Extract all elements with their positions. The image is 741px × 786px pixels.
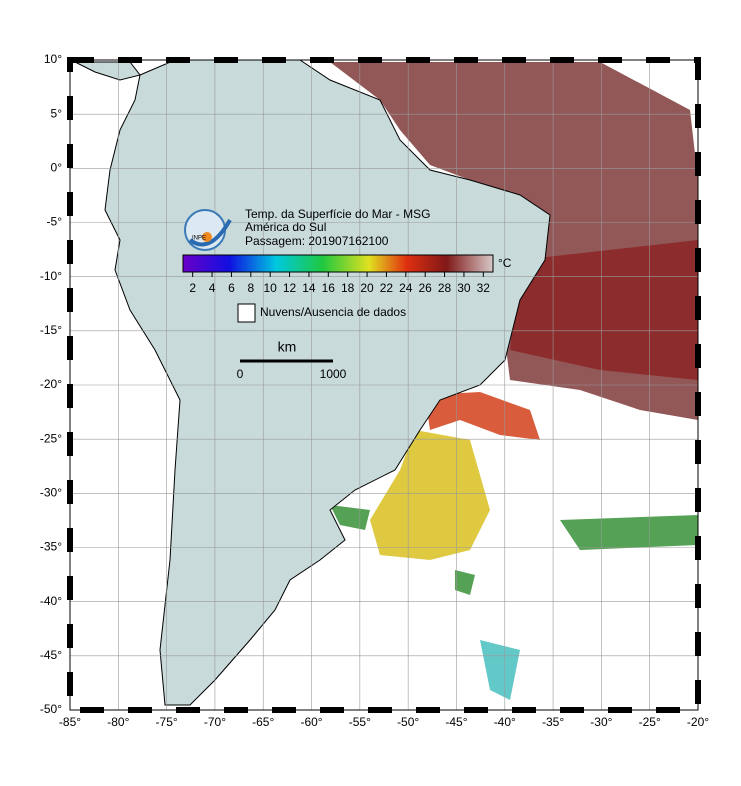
scale-start: 0 bbox=[237, 367, 244, 381]
title-line: Temp. da Superfície do Mar - MSG bbox=[245, 207, 430, 221]
colorbar-tick-label: 18 bbox=[341, 281, 355, 295]
colorbar-tick-label: 6 bbox=[228, 281, 235, 295]
lon-tick-label: -85° bbox=[59, 715, 81, 729]
lon-tick-label: -45° bbox=[445, 715, 467, 729]
lon-tick-label: -25° bbox=[639, 715, 661, 729]
lon-tick-label: -50° bbox=[397, 715, 419, 729]
title-line: Passagem: 201907162100 bbox=[245, 234, 389, 248]
colorbar-tick-label: 8 bbox=[247, 281, 254, 295]
lat-tick-label: -30° bbox=[40, 486, 62, 500]
central-america bbox=[74, 61, 141, 81]
colorbar bbox=[182, 254, 494, 273]
lat-tick-label: -5° bbox=[47, 215, 63, 229]
scale-end: 1000 bbox=[320, 367, 347, 381]
sst-cyan bbox=[480, 640, 520, 700]
colorbar-tick-label: 32 bbox=[477, 281, 491, 295]
map-border bbox=[69, 59, 699, 711]
colorbar-tick-label: 12 bbox=[283, 281, 297, 295]
lat-tick-label: 0° bbox=[51, 161, 63, 175]
title-line: América do Sul bbox=[245, 220, 326, 234]
lat-tick-label: -25° bbox=[40, 431, 62, 445]
colorbar-tick-label: 26 bbox=[419, 281, 433, 295]
sst-yellow bbox=[370, 430, 490, 560]
legend-label: Nuvens/Ausencia de dados bbox=[260, 305, 406, 319]
lon-tick-label: -75° bbox=[156, 715, 178, 729]
lon-tick-label: -35° bbox=[542, 715, 564, 729]
lon-tick-label: -70° bbox=[204, 715, 226, 729]
colorbar-tick-label: 28 bbox=[438, 281, 452, 295]
lon-tick-label: -60° bbox=[300, 715, 322, 729]
colorbar-tick-label: 10 bbox=[264, 281, 278, 295]
lon-tick-label: -30° bbox=[590, 715, 612, 729]
colorbar-unit: °C bbox=[498, 256, 512, 270]
colorbar-tick-label: 4 bbox=[209, 281, 216, 295]
lon-tick-label: -20° bbox=[687, 715, 709, 729]
lat-tick-label: -35° bbox=[40, 540, 62, 554]
lat-tick-label: -10° bbox=[40, 269, 62, 283]
logo-text: INPE bbox=[192, 236, 206, 242]
sst-orange bbox=[425, 392, 540, 440]
lon-tick-label: -65° bbox=[252, 715, 274, 729]
map-layers bbox=[74, 59, 698, 706]
colorbar-tick-label: 2 bbox=[189, 281, 196, 295]
colorbar-tick-label: 30 bbox=[457, 281, 471, 295]
colorbar-tick-label: 24 bbox=[399, 281, 413, 295]
lat-tick-label: -40° bbox=[40, 594, 62, 608]
lat-tick-label: 10° bbox=[44, 52, 62, 66]
lon-tick-label: -80° bbox=[107, 715, 129, 729]
lon-tick-label: -55° bbox=[349, 715, 371, 729]
colorbar-tick-label: 22 bbox=[380, 281, 394, 295]
lon-tick-label: -40° bbox=[494, 715, 516, 729]
sst-green bbox=[330, 505, 698, 595]
colorbar-tick-label: 20 bbox=[360, 281, 374, 295]
colorbar-tick-label: 14 bbox=[302, 281, 316, 295]
colorbar-tick-label: 16 bbox=[322, 281, 336, 295]
lat-tick-label: 5° bbox=[51, 106, 63, 120]
lat-tick-label: -50° bbox=[40, 702, 62, 716]
scale-unit: km bbox=[278, 339, 297, 355]
lat-tick-label: -45° bbox=[40, 648, 62, 662]
logo-swoosh bbox=[188, 219, 232, 247]
sst-warm-south bbox=[510, 240, 698, 380]
legend-swatch bbox=[237, 303, 256, 323]
lat-tick-label: -15° bbox=[40, 323, 62, 337]
logo-sun bbox=[202, 232, 212, 242]
lat-tick-label: -20° bbox=[40, 377, 62, 391]
